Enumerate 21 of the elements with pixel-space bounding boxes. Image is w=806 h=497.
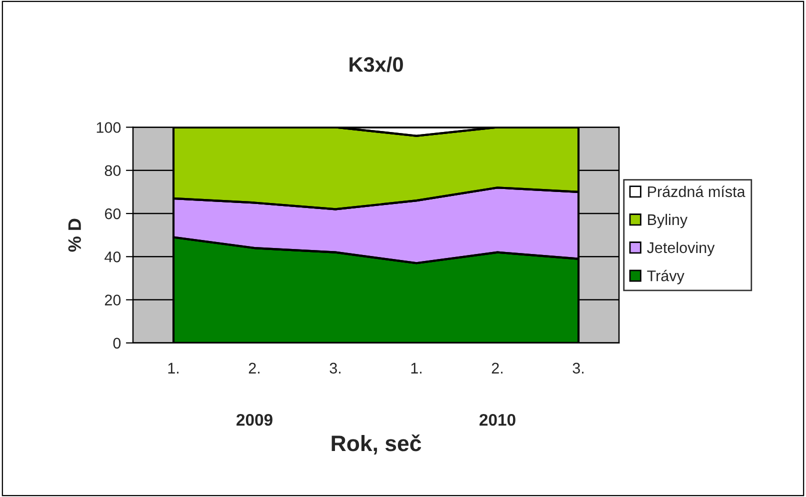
- y-axis-title: % D: [68, 218, 81, 252]
- x-tick-label: 2.: [492, 362, 502, 374]
- y-tick-label: 60: [104, 208, 121, 220]
- x-tick-label: 3.: [572, 362, 584, 374]
- legend-label: Jeteloviny: [647, 242, 715, 256]
- legend-label: Prázdná místa: [648, 186, 746, 198]
- text: 2010: [480, 414, 516, 426]
- y-tick-label: 100: [96, 122, 121, 133]
- x-tick-label: 1.: [168, 362, 178, 374]
- legend-label: Byliny: [648, 214, 688, 228]
- y-tick-label: 80: [104, 165, 121, 176]
- x-axis-title: Rok, seč: [332, 434, 422, 454]
- y-tick-label: 0: [113, 338, 121, 349]
- chart-title: K3x/0: [350, 56, 403, 72]
- x-tick-label: 1.: [411, 362, 422, 374]
- text: 2009: [236, 414, 272, 426]
- legend-label: Trávy: [647, 270, 684, 284]
- x-tick-label: 3.: [330, 362, 340, 374]
- y-tick-label: 40: [104, 252, 121, 262]
- x-tick-label: 2.: [248, 362, 260, 374]
- y-tick-label: 20: [104, 294, 121, 306]
